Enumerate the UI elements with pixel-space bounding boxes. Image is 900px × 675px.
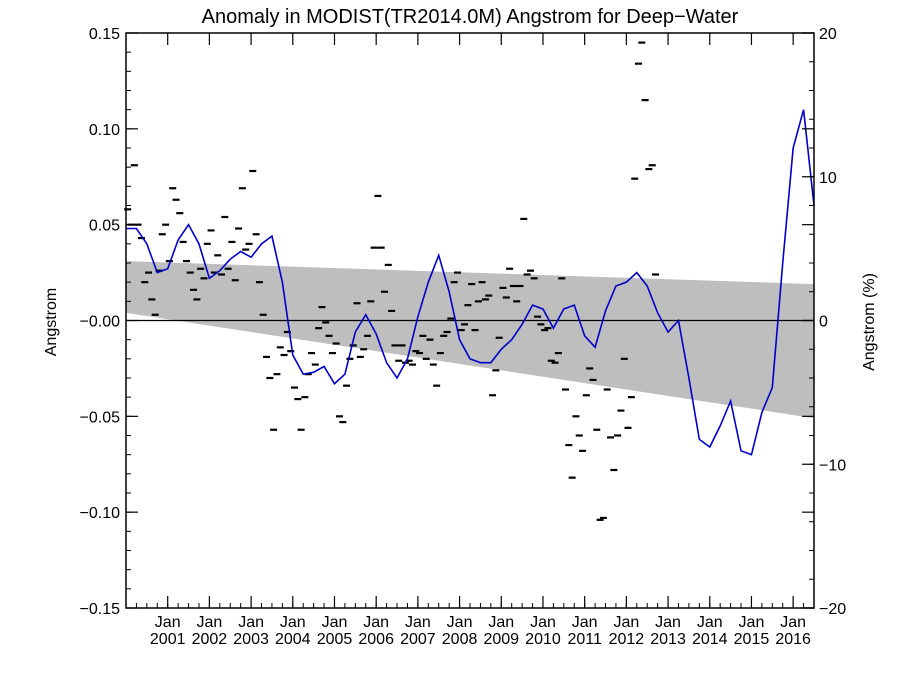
- x-tick-month: Jan: [155, 614, 181, 631]
- x-tick-month: Jan: [697, 614, 723, 631]
- y-tick-label: −0.05: [80, 409, 121, 426]
- x-tick-month: Jan: [655, 614, 681, 631]
- y-tick-label: 0.15: [89, 26, 120, 43]
- y2-tick-label: 20: [819, 26, 837, 43]
- x-tick-year: 2003: [233, 631, 269, 648]
- monthly-points: [124, 41, 660, 521]
- x-tick-year: 2006: [358, 631, 394, 648]
- chart-title: Anomaly in MODIST(TR2014.0M) Angstrom fo…: [202, 6, 739, 28]
- x-tick-month: Jan: [238, 614, 264, 631]
- x-axis: Jan2001Jan2002Jan2003Jan2004Jan2005Jan20…: [125, 33, 815, 648]
- trend-band: [126, 261, 814, 419]
- plot-area: [124, 32, 815, 609]
- y2-tick-label: −10: [819, 457, 846, 474]
- x-tick-month: Jan: [322, 614, 348, 631]
- x-tick-month: Jan: [280, 614, 306, 631]
- x-tick-month: Jan: [613, 614, 639, 631]
- x-tick-year: 2002: [192, 631, 228, 648]
- y2-tick-label: 10: [819, 170, 837, 187]
- y-axis-title: Angstrom: [43, 288, 60, 356]
- y2-tick-label: 0: [819, 314, 828, 331]
- x-tick-year: 2008: [442, 631, 478, 648]
- y-tick-label: 0.05: [89, 218, 120, 235]
- x-tick-year: 2011: [567, 631, 602, 648]
- x-tick-year: 2007: [400, 631, 436, 648]
- x-tick-year: 2012: [609, 631, 645, 648]
- y-tick-label: 0.10: [89, 122, 120, 139]
- y-tick-label: −0.10: [80, 505, 121, 522]
- x-tick-year: 2016: [775, 631, 811, 648]
- x-tick-year: 2014: [692, 631, 728, 648]
- x-tick-month: Jan: [447, 614, 473, 631]
- x-tick-month: Jan: [196, 614, 222, 631]
- x-tick-month: Jan: [739, 614, 765, 631]
- x-tick-year: 2005: [317, 631, 353, 648]
- x-tick-month: Jan: [572, 614, 598, 631]
- x-tick-month: Jan: [780, 614, 806, 631]
- y-axis-right: 20 10 0 −10 −20: [802, 26, 846, 618]
- y2-tick-label: −20: [819, 601, 846, 618]
- x-tick-year: 2001: [150, 631, 186, 648]
- y2-axis-title: Angstrom (%): [861, 273, 878, 371]
- x-tick-month: Jan: [363, 614, 389, 631]
- x-tick-year: 2013: [650, 631, 686, 648]
- x-tick-year: 2010: [525, 631, 561, 648]
- x-tick-year: 2004: [275, 631, 311, 648]
- x-tick-month: Jan: [405, 614, 431, 631]
- smoothed-series-line: [126, 109, 815, 456]
- x-tick-month: Jan: [488, 614, 514, 631]
- y-axis-left: 0.15 0.10 0.05 −0.00 −0.05 −0.10 −0.15: [80, 26, 814, 618]
- x-tick-year: 2009: [483, 631, 519, 648]
- x-tick-month: Jan: [530, 614, 556, 631]
- y-tick-label: −0.15: [80, 601, 121, 618]
- x-tick-year: 2015: [734, 631, 770, 648]
- y-tick-label: −0.00: [80, 314, 121, 331]
